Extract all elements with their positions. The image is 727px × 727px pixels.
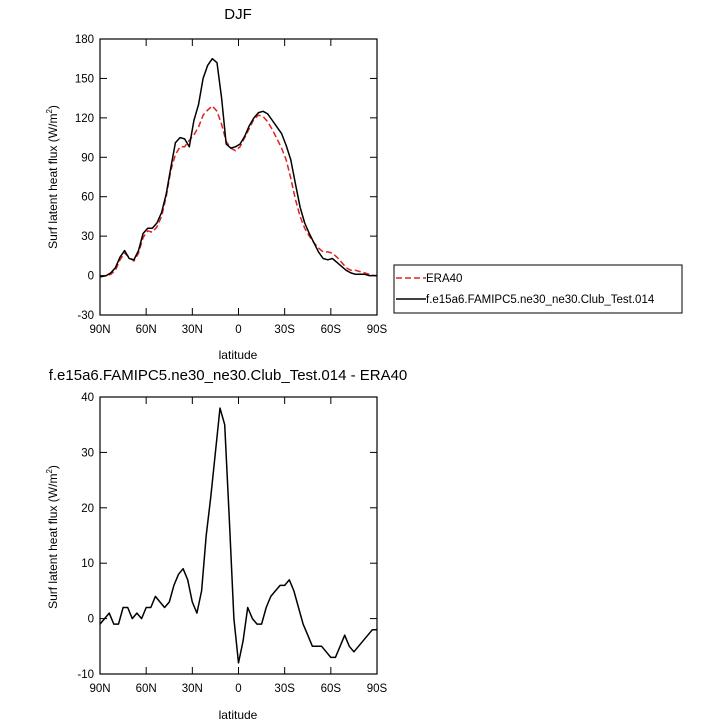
top-y-axis-label: Surf latent heat flux (W/m2) [45, 105, 60, 249]
top-x-tick-label-5: 60S [321, 324, 342, 336]
top-chart-title: DJF [224, 6, 252, 23]
bottom-y-tick-label-3: 20 [81, 503, 94, 515]
top-y-tick-label-4: 90 [81, 152, 94, 164]
bottom-chart-title: f.e15a6.FAMIPC5.ne30_ne30.Club_Test.014 … [49, 367, 408, 384]
top-y-tick-label-0: -30 [77, 310, 94, 322]
legend: ERA40 f.e15a6.FAMIPC5.ne30_ne30.Club_Tes… [393, 264, 683, 314]
top-x-ticks: 90N 60N 30N 0 30S 60S 90S [89, 39, 388, 336]
bottom-x-tick-label-5: 60S [321, 683, 342, 695]
top-y-tick-label-6: 150 [75, 73, 94, 85]
bottom-panel: f.e15a6.FAMIPC5.ne30_ne30.Club_Test.014 … [45, 367, 407, 722]
top-x-tick-label-2: 30N [182, 324, 203, 336]
bottom-y-tick-label-0: -10 [77, 669, 94, 681]
top-series-line-0 [99, 105, 377, 278]
top-panel: DJF -30 0 30 60 90 120 150 180 90N 60N 30N 0 30S 60S… [45, 6, 683, 362]
bottom-x-tick-label-0: 90N [89, 683, 110, 695]
top-y-tick-label-2: 30 [81, 231, 94, 243]
top-y-tick-label-1: 0 [88, 271, 94, 283]
bottom-y-tick-label-2: 10 [81, 558, 94, 570]
bottom-x-tick-label-6: 90S [367, 683, 388, 695]
top-series-layer [99, 57, 377, 278]
top-x-tick-label-0: 90N [89, 324, 110, 336]
legend-label-model: f.e15a6.FAMIPC5.ne30_ne30.Club_Test.014 [426, 294, 655, 306]
bottom-y-axis-label-main: Surf latent heat flux (W/m [46, 474, 60, 609]
bottom-x-tick-label-4: 30S [274, 683, 295, 695]
top-x-axis-label: latitude [219, 348, 258, 362]
bottom-y-axis-label-superscript: 2 [45, 469, 54, 474]
bottom-series-line-0 [99, 407, 377, 664]
top-plot-frame [99, 38, 378, 316]
bottom-y-tick-label-4: 30 [81, 447, 94, 459]
bottom-x-ticks: 90N 60N 30N 0 30S 60S 90S [89, 397, 388, 695]
top-x-tick-label-3: 0 [235, 324, 241, 336]
bottom-x-axis-label: latitude [219, 708, 258, 722]
top-x-tick-label-1: 60N [136, 324, 157, 336]
top-y-tick-label-7: 180 [75, 34, 94, 46]
top-y-axis-label-close: ) [46, 105, 60, 109]
top-y-ticks: -30 0 30 60 90 120 150 180 [75, 34, 377, 322]
top-x-tick-label-6: 90S [367, 324, 388, 336]
bottom-y-axis-label: Surf latent heat flux (W/m2) [45, 465, 60, 609]
legend-box [393, 264, 683, 314]
bottom-x-tick-label-2: 30N [182, 683, 203, 695]
bottom-y-ticks: -10 0 10 20 30 40 [77, 392, 377, 681]
top-series-line-1 [99, 57, 377, 278]
top-y-axis-label-main: Surf latent heat flux (W/m [46, 114, 60, 249]
bottom-x-tick-label-1: 60N [136, 683, 157, 695]
bottom-plot-frame [99, 396, 378, 675]
top-x-tick-label-4: 30S [274, 324, 295, 336]
top-y-tick-label-3: 60 [81, 192, 94, 204]
bottom-x-tick-label-3: 0 [235, 683, 241, 695]
bottom-y-axis-label-close: ) [46, 465, 60, 469]
top-y-axis-label-superscript: 2 [45, 109, 54, 114]
legend-label-era40: ERA40 [426, 273, 462, 285]
bottom-y-tick-label-1: 0 [88, 614, 94, 626]
bottom-series-layer [99, 407, 377, 664]
top-y-tick-label-5: 120 [75, 113, 94, 125]
bottom-y-tick-label-5: 40 [81, 392, 94, 404]
